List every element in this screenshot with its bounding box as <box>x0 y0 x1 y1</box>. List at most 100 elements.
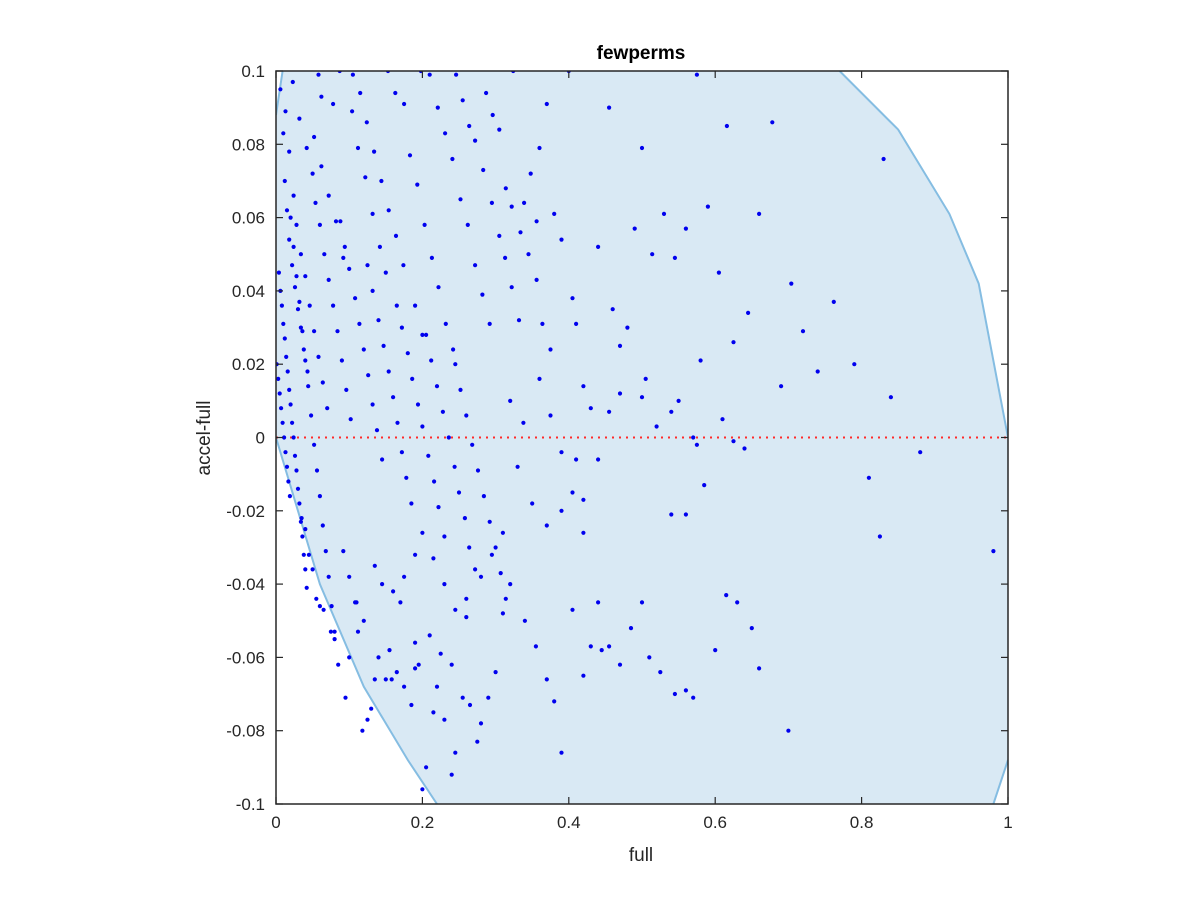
data-point <box>401 263 406 268</box>
data-point <box>358 90 363 96</box>
data-point <box>389 677 394 682</box>
data-point <box>279 406 284 411</box>
data-point <box>328 629 333 634</box>
data-point <box>691 695 696 700</box>
data-point <box>450 156 455 162</box>
data-point <box>317 222 322 227</box>
data-point <box>347 655 352 660</box>
data-point <box>338 219 343 224</box>
data-point <box>426 453 431 458</box>
y-tick-label: 0.02 <box>232 355 265 374</box>
data-point <box>429 358 434 363</box>
data-point <box>702 483 707 488</box>
x-tick-label: 0.2 <box>411 813 435 832</box>
data-point <box>669 409 674 414</box>
data-point <box>449 662 454 667</box>
data-point <box>503 186 508 191</box>
data-point <box>694 72 700 77</box>
data-point <box>304 145 309 151</box>
data-point <box>815 369 820 374</box>
data-point <box>321 607 326 612</box>
data-point <box>467 545 472 550</box>
data-point <box>402 684 407 689</box>
data-point <box>522 200 527 205</box>
data-point <box>442 534 447 539</box>
data-point <box>661 211 667 216</box>
data-point <box>393 233 399 238</box>
data-point <box>297 299 302 304</box>
data-point <box>746 310 751 315</box>
data-point <box>326 193 331 198</box>
data-point <box>380 457 385 462</box>
data-point <box>731 340 736 345</box>
data-point <box>789 281 794 286</box>
data-point <box>287 237 292 242</box>
data-point <box>288 402 293 407</box>
data-point <box>731 439 736 444</box>
data-point <box>329 604 334 609</box>
data-point <box>357 321 362 326</box>
data-point <box>354 600 359 605</box>
y-tick-label: 0 <box>256 429 265 448</box>
data-point <box>581 497 586 502</box>
data-point <box>770 120 775 125</box>
data-point <box>303 567 308 572</box>
data-point <box>617 343 623 348</box>
data-point <box>435 105 440 110</box>
data-point <box>383 677 388 682</box>
data-point <box>462 516 467 521</box>
data-point <box>464 596 469 601</box>
x-tick-label: 0.6 <box>703 813 727 832</box>
data-point <box>303 358 308 363</box>
data-point <box>639 145 645 151</box>
data-point <box>295 486 301 491</box>
data-point <box>617 662 623 667</box>
data-point <box>374 428 380 433</box>
data-point <box>544 101 549 107</box>
x-tick-label: 0 <box>271 813 280 832</box>
data-point <box>343 695 348 700</box>
data-point <box>332 629 337 634</box>
data-point <box>509 285 514 290</box>
data-point <box>559 750 564 755</box>
data-point <box>530 501 535 506</box>
data-point <box>596 600 601 605</box>
data-point <box>456 490 462 495</box>
data-point <box>394 670 399 675</box>
data-point <box>521 420 526 425</box>
data-point <box>404 475 409 480</box>
data-point <box>493 670 498 675</box>
data-point <box>297 116 302 121</box>
data-point <box>478 721 484 726</box>
data-point <box>581 673 586 678</box>
data-point <box>434 384 440 389</box>
data-point <box>431 556 436 561</box>
data-point <box>698 358 703 363</box>
data-point <box>342 244 347 249</box>
data-point <box>393 90 398 96</box>
data-point <box>380 582 385 587</box>
data-point <box>284 354 289 359</box>
data-point <box>434 684 440 689</box>
data-point <box>607 105 612 110</box>
data-point <box>498 571 503 576</box>
y-tick-label: 0.1 <box>241 62 265 81</box>
data-point <box>610 307 615 312</box>
data-point <box>446 435 451 440</box>
data-point <box>588 406 593 411</box>
data-point <box>280 420 285 425</box>
data-point <box>366 373 371 378</box>
data-point <box>559 237 564 242</box>
data-point <box>409 501 414 506</box>
data-point <box>509 204 514 209</box>
data-point <box>453 750 458 755</box>
y-tick-label: -0.08 <box>226 722 265 741</box>
y-axis-title: accel-full <box>194 401 215 476</box>
data-point <box>639 600 645 605</box>
data-point <box>413 640 418 645</box>
data-point <box>276 270 281 275</box>
data-point <box>386 369 391 374</box>
data-point <box>295 307 301 312</box>
data-point <box>341 255 346 260</box>
data-point <box>363 175 368 180</box>
